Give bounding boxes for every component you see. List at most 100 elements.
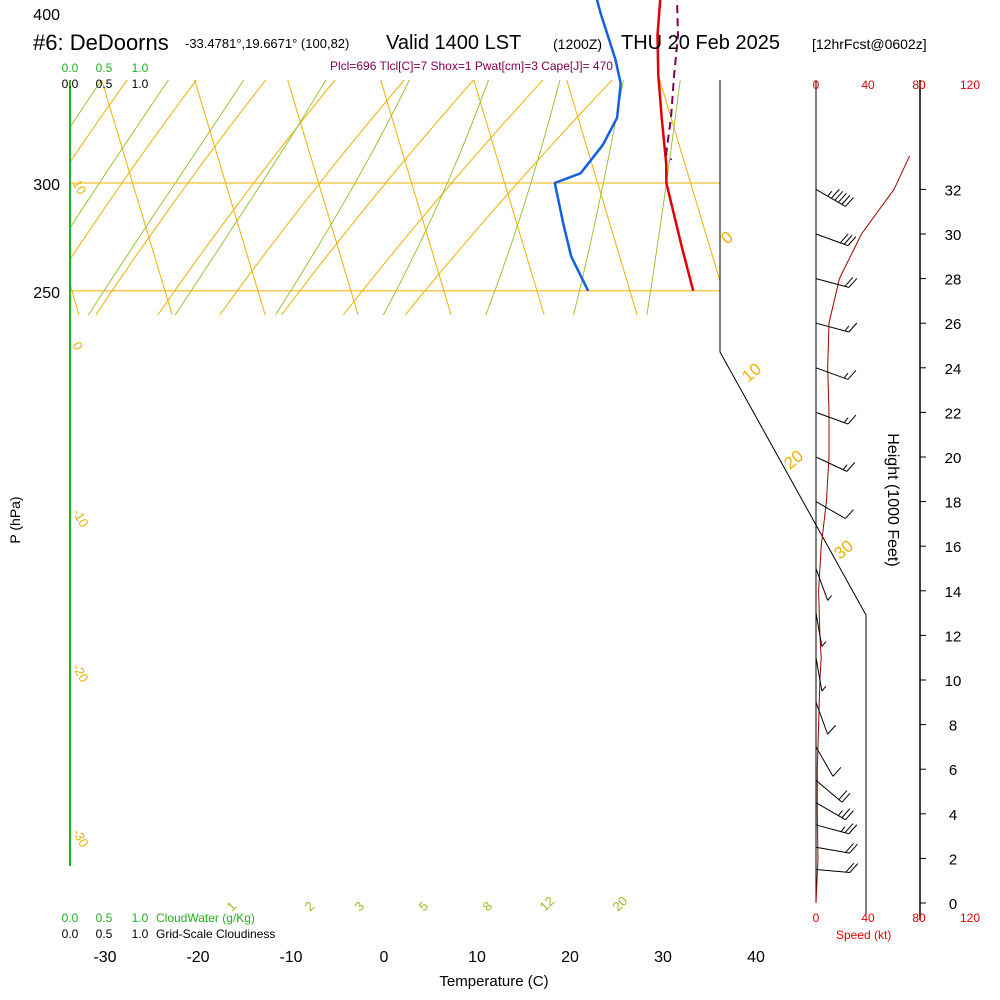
- isotherm-line: [467, 80, 731, 316]
- speed-tick-bottom: 40: [861, 911, 875, 925]
- wind-barb-flag: [849, 863, 859, 873]
- wind-barb: [815, 702, 837, 735]
- height-tick-label: 26: [945, 316, 962, 333]
- wind-barb-flag: [848, 322, 858, 333]
- wind-barb-flag: [841, 792, 851, 803]
- wind-barb-staff: [815, 702, 829, 735]
- wind-barb-flag: [845, 197, 854, 207]
- height-tick-label: 14: [945, 584, 962, 601]
- speed-tick-bottom: 80: [912, 911, 926, 925]
- parcel-line: [665, 0, 679, 161]
- height-tick-label: 30: [945, 227, 962, 244]
- height-tick-label: 22: [945, 405, 962, 422]
- wind-barb-staff: [815, 846, 850, 854]
- wind-barb: [815, 823, 858, 835]
- wind-barb-flag: [843, 234, 853, 245]
- wind-barb-flag: [830, 188, 840, 199]
- speed-tick-bottom: 0: [813, 911, 820, 925]
- wind-barb: [815, 501, 854, 520]
- valid-time: Valid 1400 LST: [386, 32, 522, 54]
- wind-barb-half-flag: [821, 641, 827, 647]
- wind-barb-flag: [848, 278, 858, 288]
- temperature-tick-label: 10: [468, 949, 486, 966]
- height-tick-label: 8: [949, 718, 957, 735]
- cloudwater-label: CloudWater (g/Kg): [156, 911, 255, 925]
- speed-tick-top: 0: [813, 78, 820, 92]
- wind-barb-flag: [844, 277, 854, 287]
- isotherm-line: [95, 80, 359, 316]
- wind-barb: [815, 613, 827, 647]
- height-tick-label: 18: [945, 495, 962, 512]
- wind-barb-staff: [815, 746, 834, 777]
- wind-barb-staff: [815, 233, 849, 247]
- cloudwater-scale-top: 1.0: [132, 61, 149, 75]
- isotherm-line: [281, 80, 545, 316]
- isotherm-line: [374, 80, 638, 316]
- wind-barb: [815, 188, 854, 207]
- pressure-tick-label: 300: [33, 177, 60, 194]
- wind-barb-flag: [827, 724, 837, 735]
- height-tick-label: 10: [945, 673, 962, 690]
- wind-barb: [815, 568, 833, 601]
- y-axis-label: P (hPa): [7, 496, 23, 543]
- wind-barb-half-flag: [837, 810, 843, 816]
- height-tick-label: 24: [945, 361, 962, 378]
- temperature-tick-label: 0: [380, 949, 389, 966]
- temperature-tick-label: -30: [93, 949, 116, 966]
- parcel-indices: Plcl=696 Tlcl[C]=7 Shox=1 Pwat[cm]=3 Cap…: [330, 59, 613, 73]
- wind-barb-flag: [838, 790, 848, 800]
- wind-barb-staff: [815, 613, 823, 647]
- wind-barb-flag: [849, 843, 858, 854]
- wind-barb-flag: [845, 862, 855, 873]
- valid-date: THU 20 Feb 2025: [621, 32, 780, 54]
- temperature-tick-label: 30: [654, 949, 672, 966]
- speed-label: Speed (kt): [836, 928, 891, 942]
- height-tick-label: 12: [945, 628, 962, 645]
- cloudwater-scale-bottom: 0.5: [96, 911, 113, 925]
- wind-barb-flag: [847, 414, 857, 425]
- height-tick-label: 28: [945, 272, 962, 289]
- wind-barb-staff: [815, 779, 843, 803]
- wind-barb: [815, 657, 827, 692]
- wind-barb-flag: [848, 824, 858, 835]
- temperature-tick-label: 20: [561, 949, 579, 966]
- wind-barb-flag: [841, 808, 851, 818]
- wind-barb-half-flag: [827, 595, 833, 601]
- station-coords: -33.4781°,19.6671° (100,82): [185, 36, 350, 51]
- dewpoint-line: [553, 0, 622, 292]
- wind-barb-flag: [839, 233, 849, 244]
- height-axis-label: Height (1000 Feet): [884, 433, 901, 566]
- cloudiness-scale-bottom: 1.0: [132, 927, 149, 941]
- x-axis-label: Temperature (C): [439, 973, 548, 990]
- dry-adiabat-label: 10: [69, 177, 89, 197]
- cloudwater-scale-top: 0.0: [62, 61, 79, 75]
- wind-barb: [815, 456, 856, 472]
- height-tick-label: 4: [949, 807, 957, 824]
- speed-tick-top: 40: [861, 78, 875, 92]
- height-tick-label: 0: [949, 896, 957, 913]
- plot-outline: [719, 80, 867, 920]
- wind-barb-staff: [815, 568, 829, 601]
- pressure-tick-label: 400: [33, 7, 60, 24]
- wind-barb-staff: [815, 824, 849, 835]
- wind-barb-staff: [815, 278, 849, 288]
- wind-barb-half-flag: [840, 826, 846, 832]
- wind-barb-staff: [815, 188, 846, 207]
- wind-barb-staff: [815, 456, 848, 472]
- wind-barb-half-flag: [827, 190, 833, 197]
- wind-barb-staff: [815, 411, 849, 425]
- utc-time: (1200Z): [553, 36, 603, 52]
- temperature-line: [656, 0, 695, 292]
- wind-barb-half-flag: [844, 325, 850, 332]
- wind-barb-staff: [815, 501, 846, 520]
- wind-barb-half-flag: [843, 417, 849, 423]
- wind-barb-flag: [845, 810, 854, 820]
- wind-barb-staff: [815, 367, 849, 380]
- pressure-tick-label: 250: [33, 285, 60, 302]
- height-tick-label: 6: [949, 762, 957, 779]
- cloudiness-scale-top: 0.0: [62, 77, 79, 91]
- wind-barb-staff: [815, 657, 823, 692]
- speed-tick-top: 120: [960, 78, 980, 92]
- wind-barb-flag: [847, 370, 857, 380]
